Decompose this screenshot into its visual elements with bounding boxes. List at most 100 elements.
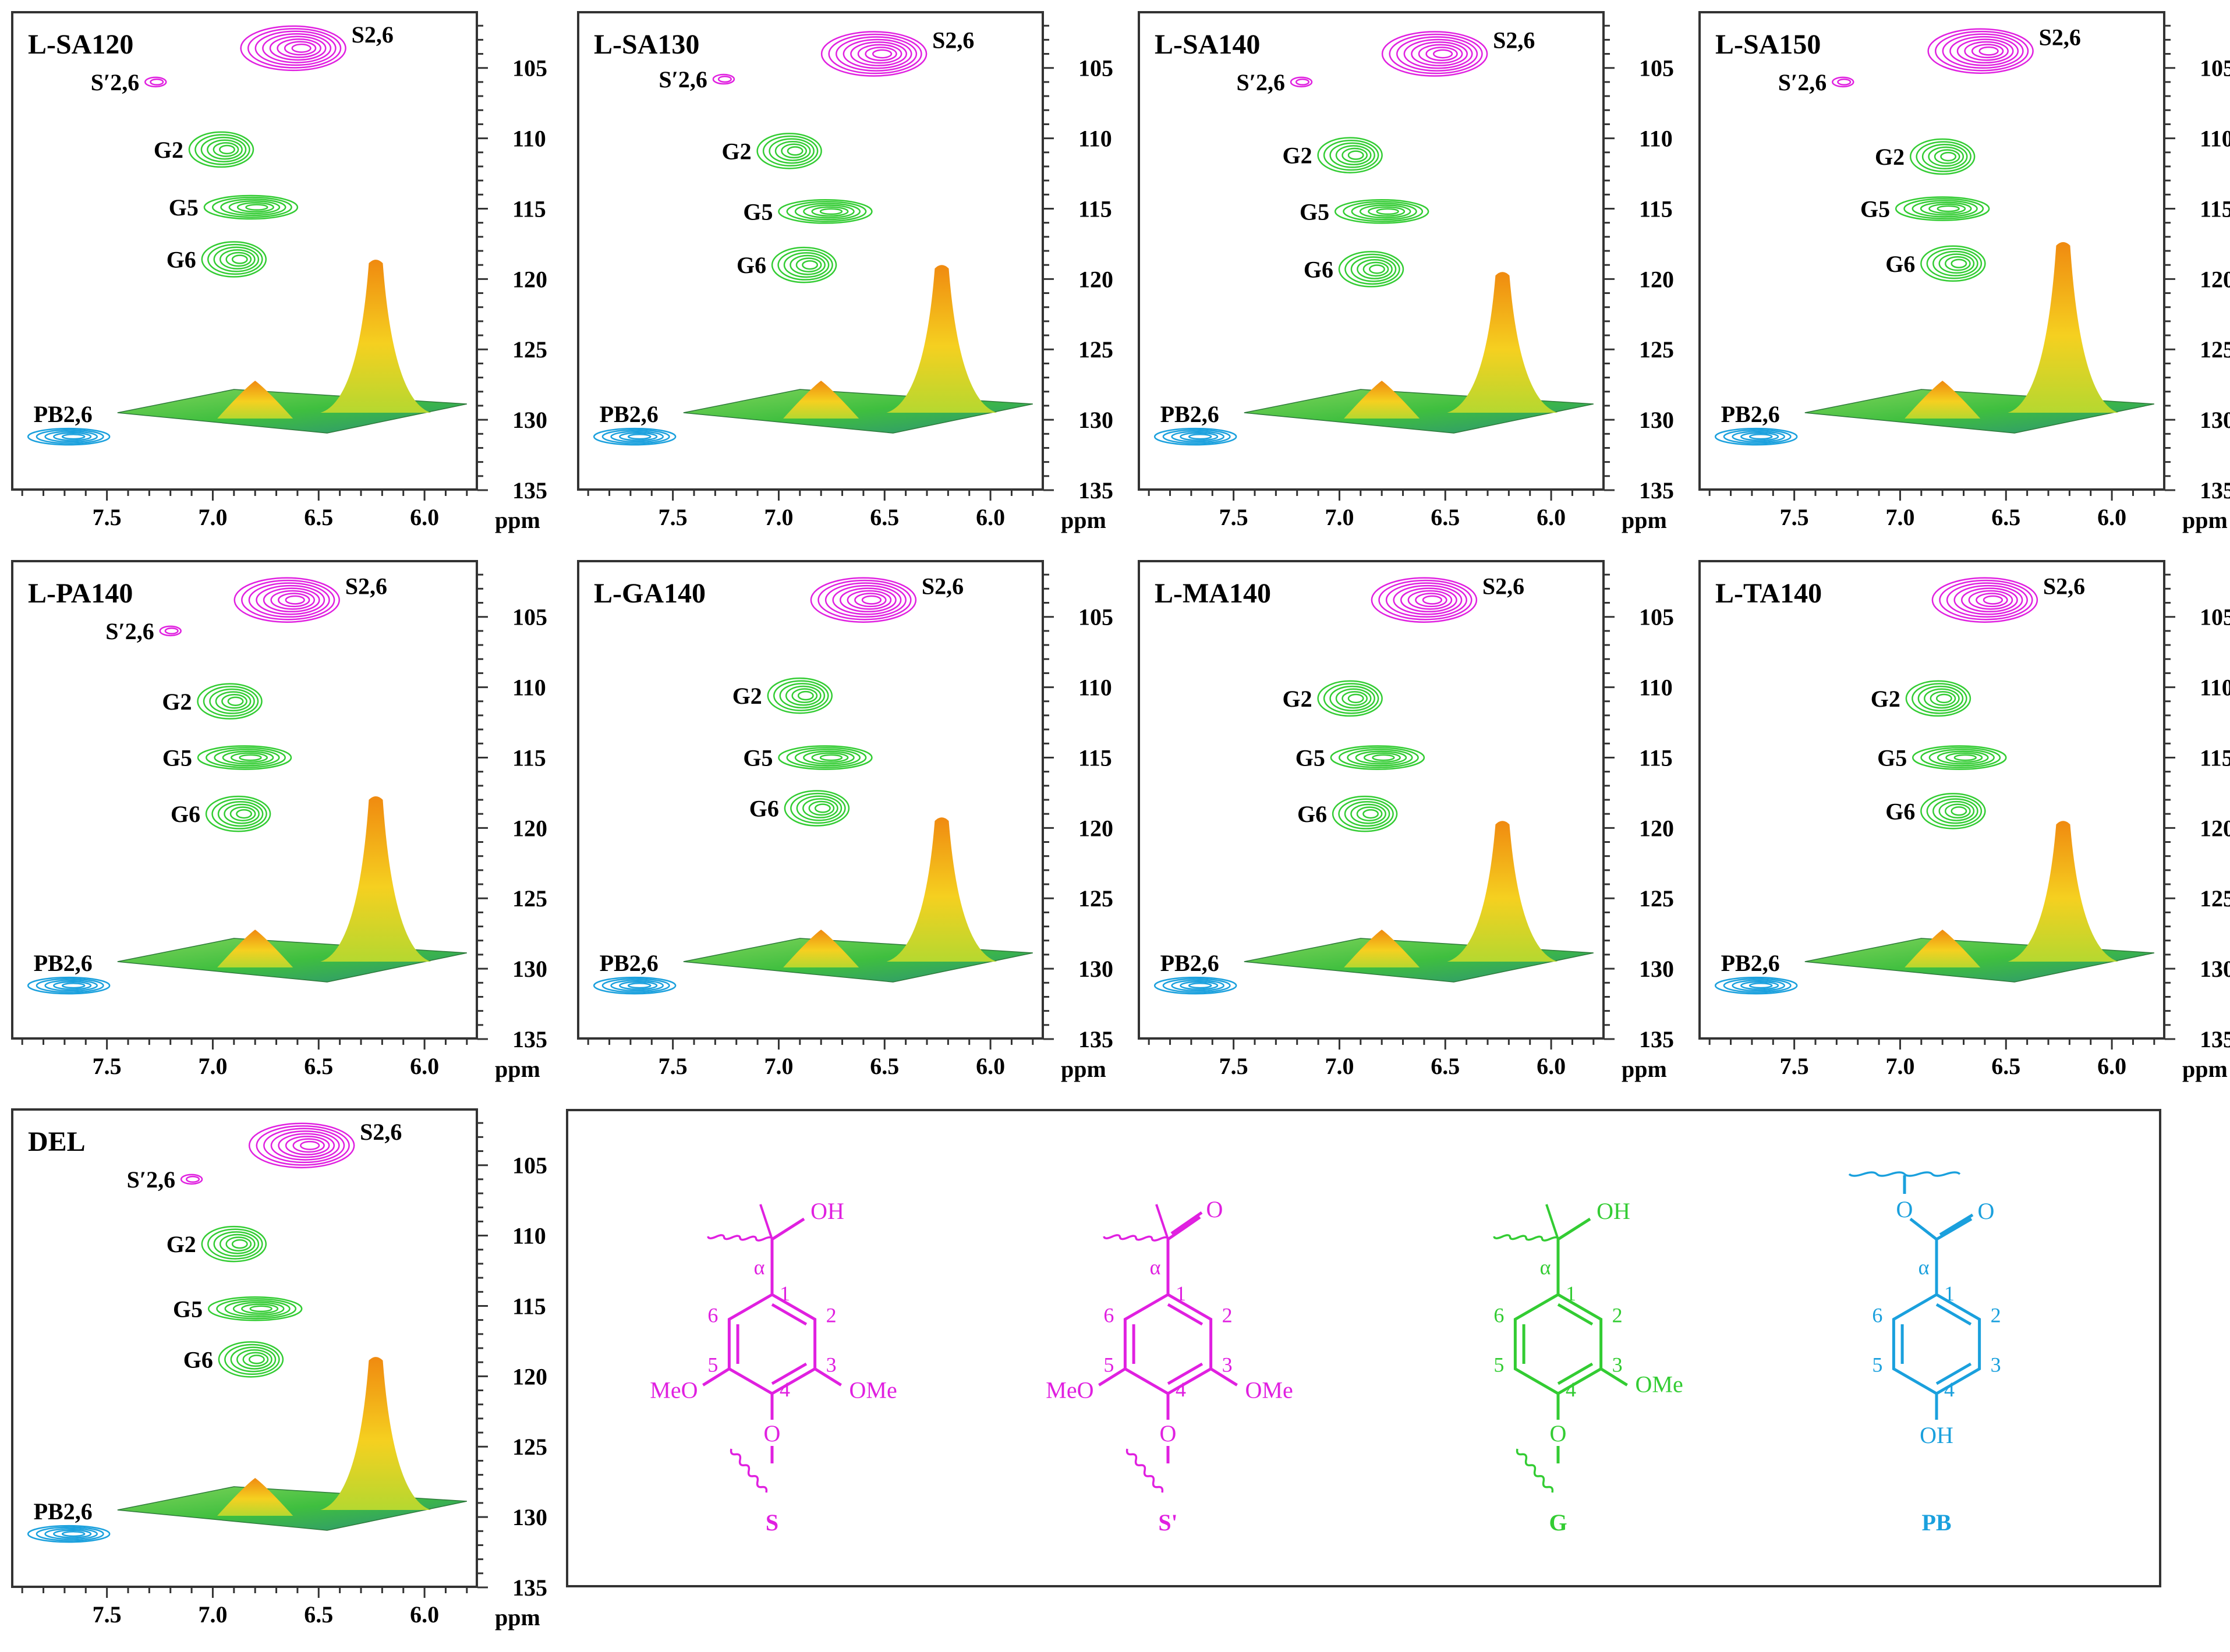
signal-label: S′2,6 xyxy=(1778,69,1827,95)
ring-number: 6 xyxy=(1872,1304,1882,1327)
contour-level xyxy=(239,754,262,761)
contour-level xyxy=(263,587,320,613)
contour-level xyxy=(213,1231,260,1257)
contour-level xyxy=(1323,139,1379,171)
signal-label: PB2,6 xyxy=(34,401,93,427)
plot-frame xyxy=(1138,11,1605,491)
y-tick-label: 125 xyxy=(1078,885,1113,912)
contour-level xyxy=(811,752,849,763)
surface-3d xyxy=(683,817,1033,983)
x-axis-label: ppm xyxy=(495,1056,540,1082)
y-tick-label: 130 xyxy=(1078,407,1113,433)
signal-label: G2 xyxy=(154,137,183,163)
ring-number: 4 xyxy=(1944,1378,1955,1401)
contour-level xyxy=(1338,798,1394,829)
contour-level xyxy=(201,1225,267,1263)
alpha-group: O xyxy=(1206,1196,1223,1222)
contour-level xyxy=(1912,683,1967,714)
x-axis: 7.5 7.0 6.5 6.0 xyxy=(1148,1039,1595,1079)
surface-minor-peak xyxy=(1905,381,1981,419)
double-bond xyxy=(771,1303,808,1326)
contour-pb26 xyxy=(27,976,111,995)
contour-g2 xyxy=(1905,680,1971,717)
signal-label: S2,6 xyxy=(932,27,974,54)
plot-frame xyxy=(1698,11,2165,491)
contour-level xyxy=(1369,264,1385,274)
contour-level xyxy=(836,36,918,72)
contour-g5 xyxy=(207,1296,303,1321)
y-tick-label: 105 xyxy=(1639,55,1674,81)
contour-s26 xyxy=(233,577,340,623)
contour-level xyxy=(787,146,803,156)
surface-main-peak xyxy=(2008,242,2119,413)
x-axis-label: ppm xyxy=(1622,1056,1667,1082)
contour-level xyxy=(1964,41,2009,61)
contour-level xyxy=(144,76,167,88)
y-tick-label: 110 xyxy=(1639,126,1673,152)
contour-level xyxy=(207,1228,263,1260)
contour-level xyxy=(1944,803,1971,819)
y-tick-label: 105 xyxy=(1639,604,1674,630)
bond xyxy=(1935,1217,1973,1241)
contour-level xyxy=(284,41,317,56)
contour-level xyxy=(627,434,652,440)
y-tick-label: 135 xyxy=(1078,1026,1113,1052)
signal-label: S2,6 xyxy=(360,1119,402,1145)
structure-name: PB xyxy=(1921,1509,1951,1536)
surface-3d xyxy=(1244,272,1594,434)
contour-level xyxy=(1938,800,1975,821)
contour-pb26 xyxy=(27,1525,111,1543)
contour-level xyxy=(1932,798,1978,824)
contour-level xyxy=(794,749,861,767)
panel-title: L-TA140 xyxy=(1715,578,1822,609)
contour-level xyxy=(245,204,268,211)
contour-level xyxy=(1740,981,1779,990)
contour-level xyxy=(1895,196,1990,221)
contour-level xyxy=(1356,806,1383,821)
signal-label: G6 xyxy=(737,252,766,278)
contour-level xyxy=(794,203,861,221)
contour-level xyxy=(270,590,316,610)
bond xyxy=(771,1217,805,1241)
contour-level xyxy=(1983,595,2004,605)
panel-title: L-SA130 xyxy=(594,29,699,60)
y-tick-label: 115 xyxy=(1078,745,1112,771)
ring-number: 6 xyxy=(1103,1304,1114,1327)
bond xyxy=(1155,1204,1169,1240)
contour-level xyxy=(808,800,835,816)
x-axis-label: ppm xyxy=(2182,1056,2228,1082)
contour-level xyxy=(1295,78,1310,86)
contour-level xyxy=(861,595,882,605)
contour-level xyxy=(215,691,252,712)
y-axis: 105 110 115 120 125 130 135 xyxy=(477,573,547,1052)
y-tick-label: 135 xyxy=(2200,477,2230,504)
contour-level xyxy=(790,792,846,824)
x-tick-label: 6.0 xyxy=(1537,1053,1566,1079)
nmr-panel-l-ga140: 7.5 7.0 6.5 6.0 ppm 105 110 115 120 125 130 135 L-GA… xyxy=(577,560,1137,1100)
y-tick-label: 115 xyxy=(512,745,546,771)
contour-level xyxy=(1335,145,1372,166)
contour-level xyxy=(225,1236,252,1252)
x-tick-label: 6.5 xyxy=(1431,504,1460,530)
contour-level xyxy=(1917,685,1964,711)
contour-level xyxy=(159,625,182,637)
panel-title: DEL xyxy=(28,1126,86,1157)
contour-level xyxy=(44,1527,98,1540)
y-tick-label: 120 xyxy=(1639,815,1674,841)
signal-label: G5 xyxy=(169,194,199,221)
signal-label: PB2,6 xyxy=(34,1498,93,1525)
benzene-ring xyxy=(1892,1293,1981,1395)
contour-g2 xyxy=(197,683,263,720)
contour-level xyxy=(712,73,735,85)
bond xyxy=(1210,1367,1238,1387)
contour-level xyxy=(203,194,299,220)
contour-level xyxy=(27,427,111,446)
contour-level xyxy=(1347,150,1364,160)
contour-level xyxy=(1343,201,1424,222)
plot-frame xyxy=(577,560,1044,1040)
contour-level xyxy=(1385,582,1467,618)
ring-number: 3 xyxy=(1222,1353,1233,1377)
y-tick-label: 105 xyxy=(512,604,547,630)
contour-level xyxy=(236,809,253,819)
contour-level xyxy=(1171,430,1224,443)
